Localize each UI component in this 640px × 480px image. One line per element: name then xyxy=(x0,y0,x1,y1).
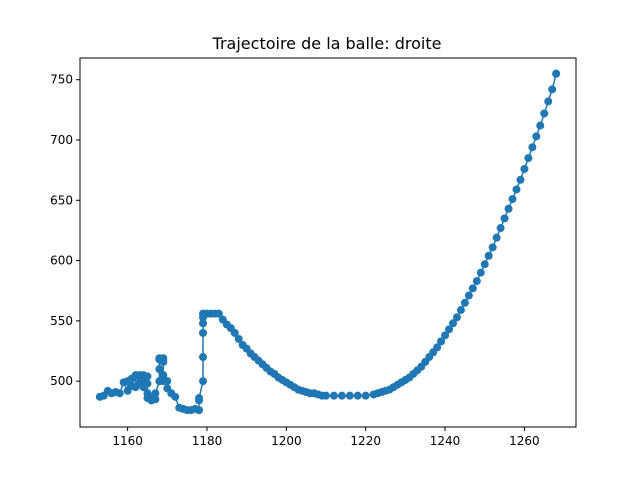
data-point xyxy=(472,277,481,286)
data-point xyxy=(456,306,465,315)
data-point xyxy=(448,319,457,328)
axes-frame xyxy=(79,57,577,428)
data-point xyxy=(151,389,160,398)
data-point xyxy=(159,371,168,380)
data-point xyxy=(528,143,537,152)
data-point xyxy=(512,185,521,194)
data-point xyxy=(353,391,362,400)
data-point xyxy=(433,343,442,352)
data-point xyxy=(520,164,529,173)
data-point xyxy=(143,379,152,388)
data-point xyxy=(159,357,168,366)
data-point xyxy=(329,391,338,400)
data-point xyxy=(230,328,239,337)
data-point xyxy=(445,325,454,334)
data-point xyxy=(532,132,541,141)
data-point xyxy=(437,337,446,346)
y-tick-label: 600 xyxy=(50,254,73,268)
data-point xyxy=(552,69,561,78)
data-point xyxy=(468,284,477,293)
data-point xyxy=(143,372,152,381)
x-tick-label: 1180 xyxy=(192,434,223,448)
data-point xyxy=(460,298,469,307)
data-point xyxy=(199,353,208,362)
data-point xyxy=(492,233,501,242)
data-point xyxy=(544,97,553,106)
data-point xyxy=(199,377,208,386)
data-point xyxy=(524,154,533,163)
data-point xyxy=(516,175,525,184)
data-point xyxy=(480,260,489,269)
x-tick-label: 1160 xyxy=(112,434,143,448)
x-tick-label: 1220 xyxy=(350,434,381,448)
data-point xyxy=(441,331,450,340)
data-point xyxy=(195,394,204,403)
data-point xyxy=(199,319,208,328)
data-point xyxy=(322,391,331,400)
series-line xyxy=(99,73,557,412)
data-point xyxy=(452,313,461,322)
data-point xyxy=(234,334,243,343)
data-point xyxy=(504,204,513,213)
x-tick-label: 1200 xyxy=(271,434,302,448)
data-point xyxy=(345,391,354,400)
x-tick-label: 1240 xyxy=(430,434,461,448)
data-point xyxy=(548,85,557,94)
chart-title: Trajectoire de la balle: droite xyxy=(212,34,442,53)
data-point xyxy=(476,268,485,277)
y-tick-label: 500 xyxy=(50,374,73,388)
y-tick-label: 700 xyxy=(50,133,73,147)
data-point xyxy=(540,109,549,118)
data-point xyxy=(536,121,545,130)
x-tick-label: 1260 xyxy=(509,434,540,448)
data-point xyxy=(214,309,223,318)
data-point xyxy=(484,251,493,260)
data-point xyxy=(361,391,370,400)
data-point xyxy=(199,328,208,337)
data-point xyxy=(508,195,517,204)
data-point xyxy=(464,291,473,300)
data-point xyxy=(195,406,204,415)
data-point xyxy=(500,214,509,223)
series-layer xyxy=(95,69,561,415)
data-point xyxy=(115,389,124,398)
data-point xyxy=(171,392,180,401)
x-axis: 1160 1180 1200 1220 1240 1260 xyxy=(112,427,540,448)
y-axis: 500 550 600 650 700 750 xyxy=(50,73,80,388)
y-tick-label: 750 xyxy=(50,73,73,87)
data-point xyxy=(151,395,160,404)
data-point xyxy=(488,243,497,252)
data-point xyxy=(337,391,346,400)
y-tick-label: 550 xyxy=(50,314,73,328)
data-point xyxy=(155,365,164,374)
data-point xyxy=(163,377,172,386)
y-tick-label: 650 xyxy=(50,193,73,207)
data-point xyxy=(496,224,505,233)
